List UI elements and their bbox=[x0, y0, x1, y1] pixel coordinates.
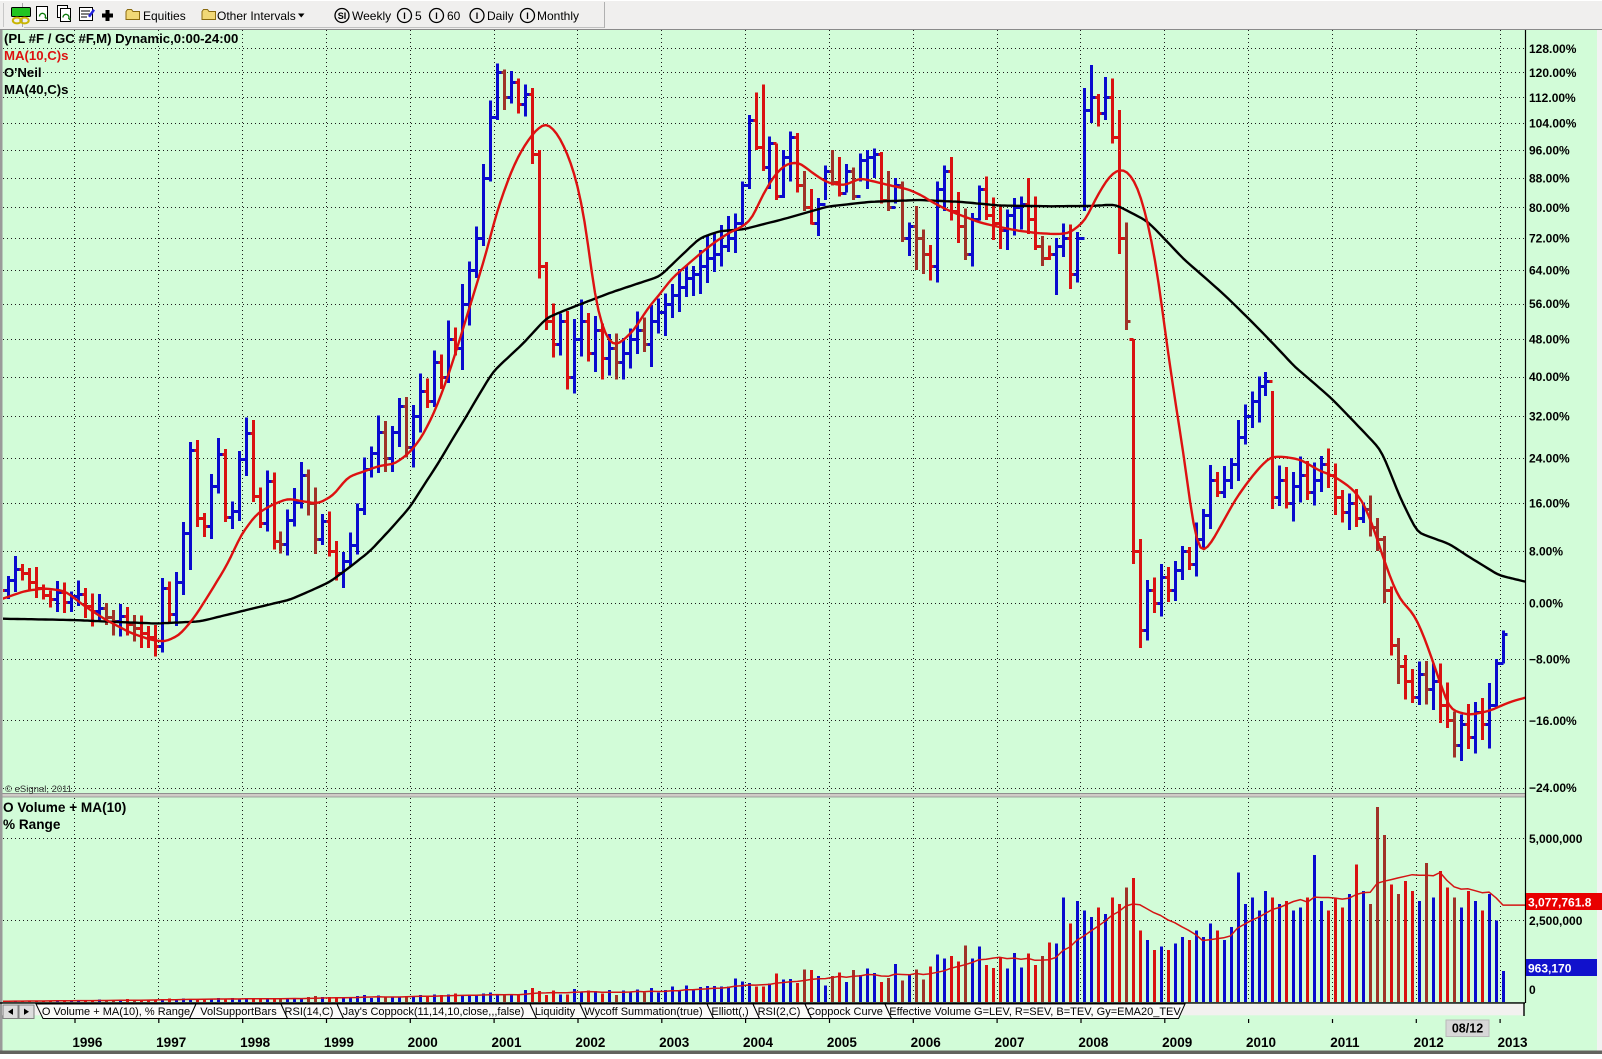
svg-text:RSI(14,C): RSI(14,C) bbox=[285, 1006, 334, 1018]
svg-text:1996: 1996 bbox=[72, 1035, 103, 1050]
svg-text:RSI(2,C): RSI(2,C) bbox=[758, 1006, 801, 1018]
svg-text:40.00%: 40.00% bbox=[1529, 370, 1570, 384]
svg-text:16.00%: 16.00% bbox=[1529, 497, 1570, 511]
svg-text:I: I bbox=[403, 11, 406, 21]
svg-text:(PL #F / GC #F,M) Dynamic,0:00: (PL #F / GC #F,M) Dynamic,0:00-24:00 bbox=[4, 31, 238, 46]
svg-text:08/12: 08/12 bbox=[1452, 1022, 1483, 1036]
svg-text:2000: 2000 bbox=[408, 1035, 438, 1050]
svg-text:56.00%: 56.00% bbox=[1529, 297, 1570, 311]
svg-text:2007: 2007 bbox=[994, 1035, 1024, 1050]
svg-text:Equities: Equities bbox=[143, 9, 186, 23]
svg-text:−16.00%: −16.00% bbox=[1529, 714, 1577, 728]
svg-text:2003: 2003 bbox=[659, 1035, 690, 1050]
svg-text:120.00%: 120.00% bbox=[1529, 66, 1577, 80]
svg-text:Jay's Coppock(11,14,10,close,,: Jay's Coppock(11,14,10,close,,,false) bbox=[343, 1006, 525, 1018]
svg-text:−24.00%: −24.00% bbox=[1529, 781, 1577, 795]
svg-text:5,000,000: 5,000,000 bbox=[1529, 832, 1583, 846]
svg-text:MA(10,C)s: MA(10,C)s bbox=[4, 48, 68, 63]
svg-text:48.00%: 48.00% bbox=[1529, 333, 1570, 347]
svg-text:2010: 2010 bbox=[1246, 1035, 1276, 1050]
svg-text:Wycoff Summation(true): Wycoff Summation(true) bbox=[584, 1006, 702, 1018]
svg-text:Coppock Curve: Coppock Curve bbox=[807, 1006, 883, 1018]
svg-text:Liquidity: Liquidity bbox=[535, 1006, 576, 1018]
svg-text:O Volume + MA(10), % Range: O Volume + MA(10), % Range bbox=[42, 1006, 190, 1018]
svg-text:88.00%: 88.00% bbox=[1529, 172, 1570, 186]
svg-text:−8.00%: −8.00% bbox=[1529, 653, 1570, 667]
svg-text:24.00%: 24.00% bbox=[1529, 452, 1570, 466]
svg-text:64.00%: 64.00% bbox=[1529, 264, 1570, 278]
svg-text:5: 5 bbox=[415, 9, 422, 23]
svg-text:© eSignal, 2011.: © eSignal, 2011. bbox=[5, 784, 75, 795]
svg-text:112.00%: 112.00% bbox=[1529, 91, 1576, 105]
svg-text:80.00%: 80.00% bbox=[1529, 201, 1570, 215]
svg-text:O'Neil: O'Neil bbox=[4, 65, 42, 80]
svg-text:104.00%: 104.00% bbox=[1529, 117, 1577, 131]
svg-text:2009: 2009 bbox=[1162, 1035, 1192, 1050]
svg-text:% Range: % Range bbox=[3, 817, 61, 832]
svg-text:72.00%: 72.00% bbox=[1529, 232, 1570, 246]
svg-text:60: 60 bbox=[447, 9, 461, 23]
svg-text:1999: 1999 bbox=[324, 1035, 354, 1050]
svg-text:0.00%: 0.00% bbox=[1529, 597, 1563, 611]
svg-text:96.00%: 96.00% bbox=[1529, 144, 1570, 158]
svg-text:2004: 2004 bbox=[743, 1035, 774, 1050]
svg-text:2011: 2011 bbox=[1330, 1035, 1360, 1050]
svg-text:2,500,000: 2,500,000 bbox=[1529, 914, 1583, 928]
svg-text:Elliott(,): Elliott(,) bbox=[711, 1006, 748, 1018]
svg-text:1998: 1998 bbox=[240, 1035, 271, 1050]
svg-text:8.00%: 8.00% bbox=[1529, 545, 1563, 559]
svg-text:1997: 1997 bbox=[156, 1035, 186, 1050]
svg-text:2002: 2002 bbox=[575, 1035, 605, 1050]
svg-text:2012: 2012 bbox=[1414, 1035, 1444, 1050]
svg-text:Effective Volume G=LEV, R=SEV,: Effective Volume G=LEV, R=SEV, B=TEV, Gy… bbox=[889, 1006, 1181, 1018]
svg-text:Daily: Daily bbox=[487, 9, 514, 23]
svg-text:2001: 2001 bbox=[491, 1035, 522, 1050]
svg-text:I: I bbox=[526, 11, 529, 21]
svg-text:O Volume + MA(10): O Volume + MA(10) bbox=[3, 800, 126, 815]
svg-text:0: 0 bbox=[1529, 983, 1536, 997]
svg-text:2006: 2006 bbox=[911, 1035, 942, 1050]
svg-text:2013: 2013 bbox=[1497, 1035, 1528, 1050]
svg-text:I: I bbox=[435, 11, 438, 21]
svg-text:SI: SI bbox=[338, 11, 347, 21]
svg-text:32.00%: 32.00% bbox=[1529, 410, 1570, 424]
svg-text:Weekly: Weekly bbox=[352, 9, 391, 23]
svg-text:Monthly: Monthly bbox=[537, 9, 579, 23]
svg-text:963,170: 963,170 bbox=[1528, 962, 1572, 976]
svg-text:2005: 2005 bbox=[827, 1035, 858, 1050]
svg-text:MA(40,C)s: MA(40,C)s bbox=[4, 82, 68, 97]
svg-text:Other Intervals: Other Intervals bbox=[217, 9, 296, 23]
svg-text:3,077,761.8: 3,077,761.8 bbox=[1528, 896, 1592, 910]
svg-text:128.00%: 128.00% bbox=[1529, 42, 1577, 56]
svg-text:2008: 2008 bbox=[1078, 1035, 1109, 1050]
svg-text:VolSupportBars: VolSupportBars bbox=[200, 1006, 277, 1018]
svg-text:I: I bbox=[476, 11, 479, 21]
